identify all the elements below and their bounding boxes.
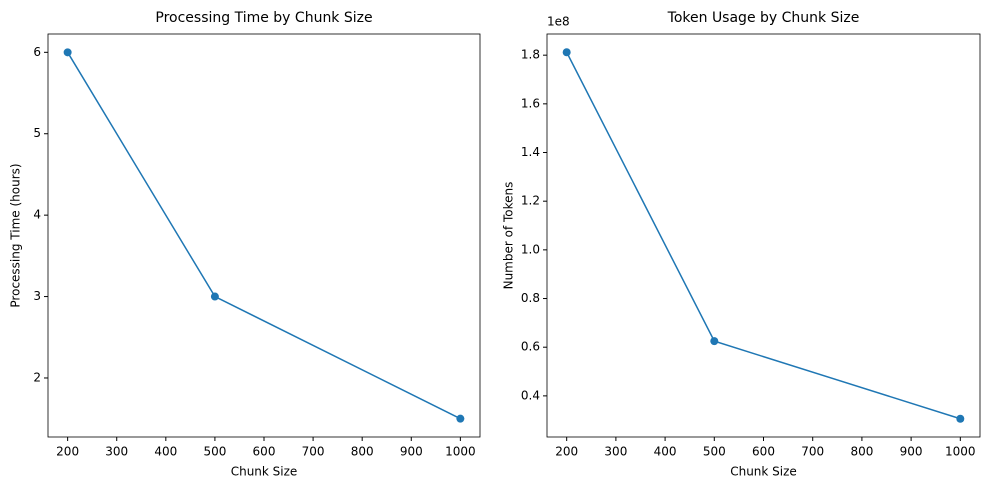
point (710, 337, 719, 346)
x-tick-label: 400 (154, 445, 177, 459)
y-tick-label: 0.6 (521, 340, 540, 354)
y-tick-label: 1.8 (521, 48, 540, 62)
y-tick-label: 1.4 (521, 145, 540, 159)
x-tick-label: 700 (302, 445, 325, 459)
x-tick-label: 900 (900, 445, 923, 459)
line (66, 51, 461, 420)
y-tick-label: 1.0 (521, 242, 540, 256)
x-tick-label: 800 (850, 445, 873, 459)
point (956, 414, 965, 423)
x-tick-label: 800 (351, 445, 374, 459)
x-tick-label: 700 (801, 445, 824, 459)
x-tick-label: 600 (752, 445, 775, 459)
chart-title: Processing Time by Chunk Size (155, 10, 372, 26)
point (456, 414, 465, 423)
chart-title: Token Usage by Chunk Size (667, 10, 860, 26)
x-tick-label: 500 (703, 445, 726, 459)
x-tick-label: 600 (253, 445, 276, 459)
y-tick-label: 3 (33, 289, 41, 303)
x-tick-label: 200 (56, 445, 79, 459)
y-tick-label: 2 (33, 370, 41, 384)
y-tick-label: 0.8 (521, 291, 540, 305)
plot-frame (546, 33, 981, 438)
y-axis-label: Number of Tokens (502, 182, 516, 290)
x-tick-label: 900 (400, 445, 423, 459)
x-tick-label: 500 (203, 445, 226, 459)
line (566, 51, 961, 420)
point (210, 292, 219, 301)
x-tick-label: 200 (555, 445, 578, 459)
x-tick-label: 300 (105, 445, 128, 459)
x-tick-label: 300 (604, 445, 627, 459)
point (63, 48, 72, 57)
y-tick-label: 1.2 (521, 194, 540, 208)
y-tick-label: 0.4 (521, 388, 540, 402)
y-tick-label: 1.6 (521, 96, 540, 110)
x-tick-label: 400 (654, 445, 677, 459)
y-tick-label: 4 (33, 208, 41, 222)
y-tick-label: 5 (33, 126, 41, 140)
y-tick-label: 6 (33, 45, 41, 59)
plot-frame (47, 33, 481, 438)
y-offset-label: 1e8 (547, 15, 570, 29)
x-tick-label: 1000 (445, 445, 476, 459)
x-axis-label: Chunk Size (730, 465, 797, 479)
y-axis-label: Processing Time (hours) (9, 163, 23, 307)
x-axis-label: Chunk Size (231, 465, 298, 479)
x-tick-label: 1000 (945, 445, 976, 459)
point (562, 48, 571, 57)
